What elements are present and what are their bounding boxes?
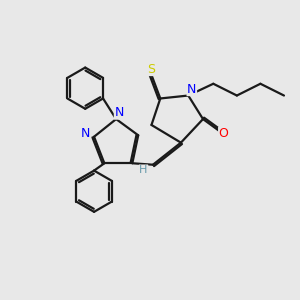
Text: O: O (219, 127, 229, 140)
Text: S: S (148, 62, 155, 76)
Text: N: N (114, 106, 124, 119)
Text: N: N (187, 82, 196, 95)
Text: H: H (139, 165, 148, 175)
Text: N: N (81, 127, 91, 140)
